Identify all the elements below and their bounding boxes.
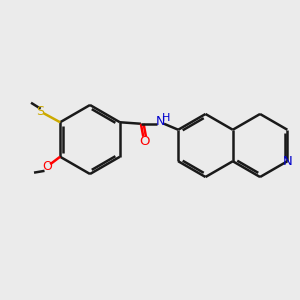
Text: O: O <box>140 135 150 148</box>
Text: N: N <box>283 155 292 168</box>
Text: S: S <box>37 105 45 118</box>
Text: O: O <box>42 160 52 173</box>
Text: N: N <box>156 116 165 128</box>
Text: H: H <box>162 113 170 123</box>
